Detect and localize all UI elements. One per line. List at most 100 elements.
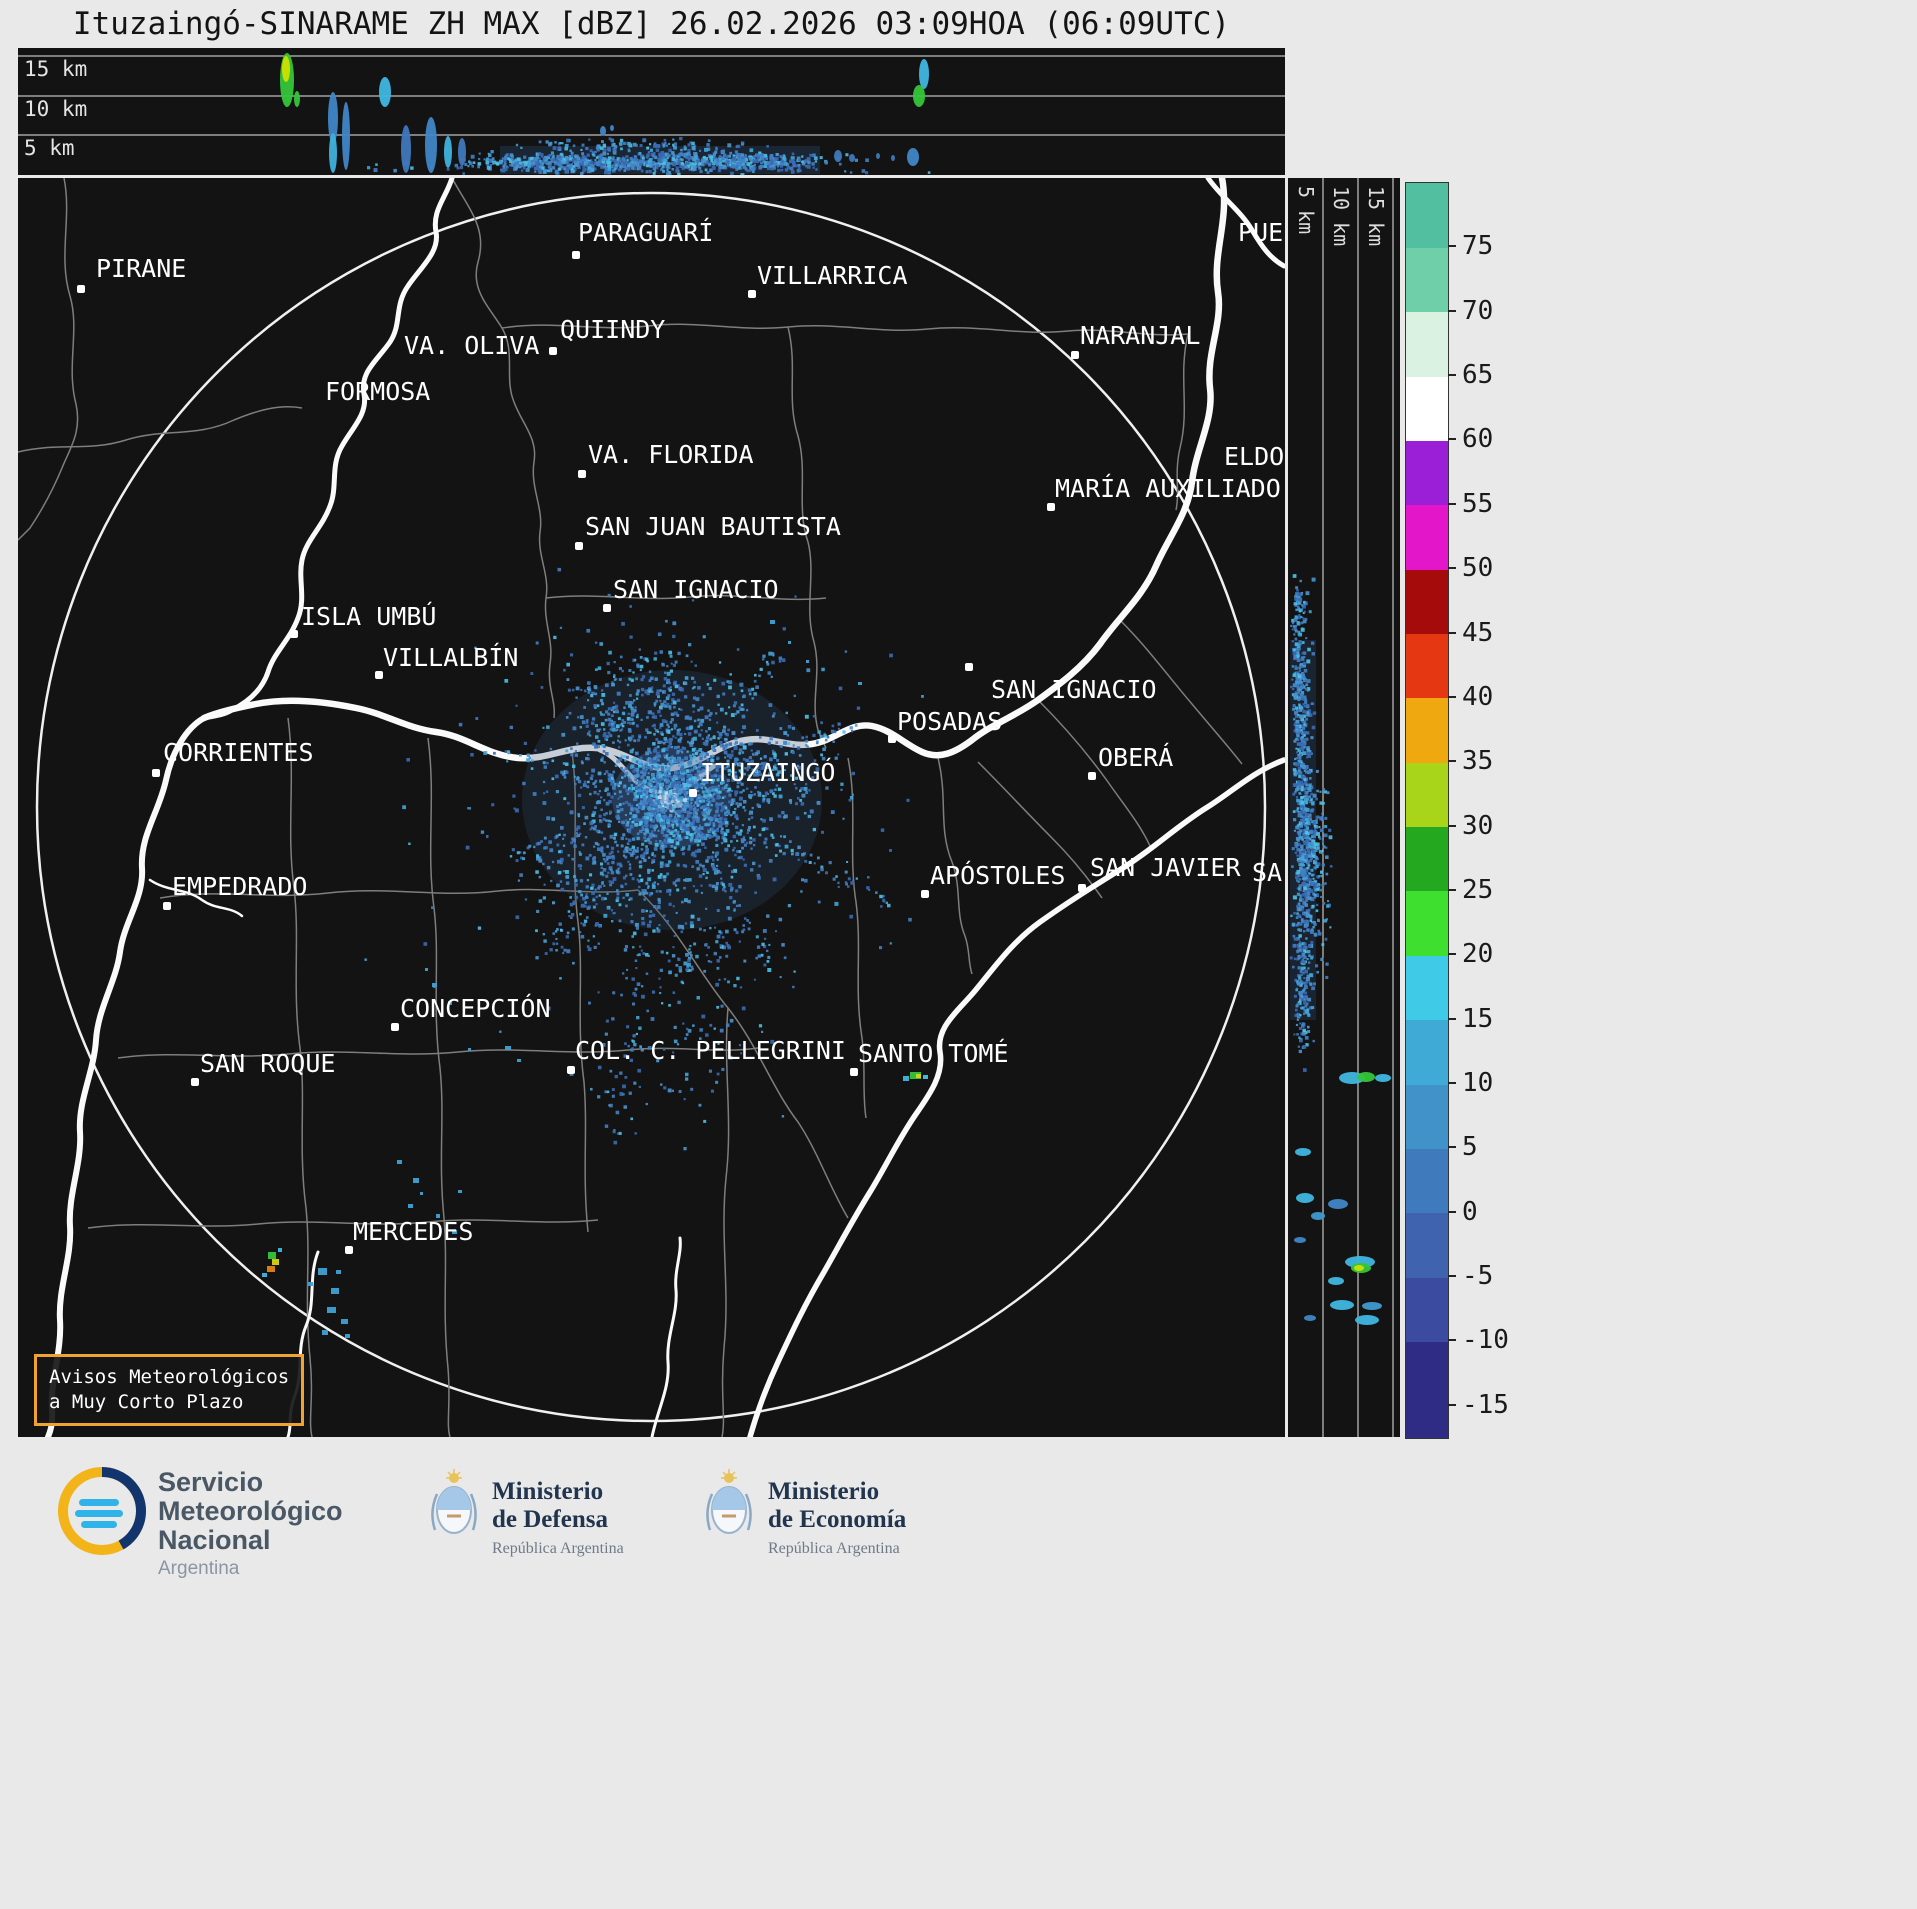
- city-marker: [163, 902, 171, 910]
- ew-cross-section-plot: [18, 53, 1285, 175]
- city-labels-layer: PIRANE PARAGUARÍ VILLARRICA QUIINDY VA. OLIV…: [18, 178, 1285, 1437]
- city-marker: [748, 290, 756, 298]
- colorbar-block: [1406, 1341, 1448, 1407]
- altitude-label-15km: 15 km: [24, 57, 88, 81]
- colorbar-block: [1406, 247, 1448, 313]
- economia-wordmark: Ministerio de Economía República Argenti…: [768, 1478, 906, 1558]
- colorbar-block: [1406, 1277, 1448, 1342]
- city-marker: [575, 542, 583, 550]
- city-label: VA. FLORIDA: [588, 440, 754, 469]
- ns-radar-echoes: [1289, 574, 1391, 1325]
- colorbar-tick-label: 10: [1462, 1068, 1494, 1099]
- city-marker: [345, 1246, 353, 1254]
- colorbar-tick-label: -15: [1462, 1389, 1509, 1420]
- altitude-label-5km: 5 km: [1294, 186, 1318, 235]
- altitude-label-5km: 5 km: [24, 136, 75, 160]
- colorbar-tick-label: -10: [1462, 1325, 1509, 1356]
- colorbar-tick-label: 75: [1462, 231, 1494, 262]
- colorbar-tick: [1448, 567, 1456, 570]
- city-label: VILLALBÍN: [383, 643, 519, 672]
- smn-country: Argentina: [158, 1558, 240, 1579]
- colorbar-tick: [1448, 953, 1456, 956]
- colorbar-tick: [1448, 309, 1456, 312]
- colorbar-tick-label: 0: [1462, 1196, 1478, 1227]
- city-marker: [567, 1066, 575, 1074]
- smn-wordmark: Servicio Meteorológico Nacional Argentin…: [158, 1468, 343, 1580]
- city-label: SAN JAVIER: [1090, 853, 1241, 882]
- altitude-label-10km: 10 km: [1329, 186, 1353, 247]
- city-label: ELDO: [1224, 442, 1285, 471]
- colorbar-tick-label: 15: [1462, 1003, 1494, 1034]
- altitude-label-15km: 15 km: [1364, 186, 1388, 247]
- colorbar-block: [1406, 890, 1448, 956]
- colorbar-tick-label: 55: [1462, 488, 1494, 519]
- city-label: VILLARRICA: [757, 261, 908, 290]
- city-label: CONCEPCIÓN: [400, 994, 551, 1023]
- colorbar-tick-label: 45: [1462, 617, 1494, 648]
- economia-line1: Ministerio: [768, 1478, 880, 1505]
- colorbar-block: [1406, 762, 1448, 828]
- defensa-line2: de Defensa: [492, 1506, 608, 1533]
- city-label: APÓSTOLES: [930, 861, 1066, 890]
- colorbar-tick: [1448, 502, 1456, 505]
- colorbar-tick-label: -5: [1462, 1261, 1494, 1292]
- colorbar-tick: [1448, 1403, 1456, 1406]
- colorbar-tick: [1448, 1339, 1456, 1342]
- city-marker: [391, 1023, 399, 1031]
- admin-borders: [18, 178, 1243, 1437]
- colorbar-tick-label: 70: [1462, 295, 1494, 326]
- colorbar-block: [1406, 1212, 1448, 1278]
- city-label: SAN IGNACIO: [991, 675, 1157, 704]
- colorbar-tick: [1448, 1210, 1456, 1213]
- colorbar-tick-label: 60: [1462, 424, 1494, 455]
- radar-map-panel: PIRANE PARAGUARÍ VILLARRICA QUIINDY VA. OLIV…: [18, 178, 1285, 1437]
- coat-of-arms-icon: [431, 1469, 477, 1534]
- defensa-sub: República Argentina: [492, 1540, 624, 1557]
- city-marker: [921, 890, 929, 898]
- city-marker: [572, 251, 580, 259]
- city-marker: [549, 347, 557, 355]
- colorbar-tick: [1448, 760, 1456, 763]
- altitude-gridlines: [1322, 178, 1394, 1437]
- colorbar-tick: [1448, 1146, 1456, 1149]
- city-label: EMPEDRADO: [172, 872, 308, 901]
- city-label: SAN ROQUE: [200, 1049, 336, 1078]
- city-marker: [191, 1078, 199, 1086]
- city-marker: [375, 671, 383, 679]
- economia-logo: [700, 1466, 758, 1540]
- colorbar-tick-label: 65: [1462, 360, 1494, 391]
- city-label: PUE: [1238, 218, 1284, 247]
- smn-name-line1: Servicio: [158, 1467, 264, 1497]
- colorbar-block: [1406, 826, 1448, 892]
- colorbar-tick: [1448, 695, 1456, 698]
- colorbar-tick-label: 20: [1462, 939, 1494, 970]
- city-marker: [290, 630, 298, 638]
- city-label: ISLA UMBÚ: [301, 602, 437, 631]
- colorbar-tick: [1448, 631, 1456, 634]
- altitude-gridlines: [18, 55, 1285, 136]
- city-marker: [888, 735, 896, 743]
- city-marker: [1047, 503, 1055, 511]
- colorbar-block: [1406, 376, 1448, 441]
- city-label: FORMOSA: [325, 377, 431, 406]
- smn-logo-icon: [58, 1467, 147, 1555]
- city-label: PARAGUARÍ: [578, 218, 714, 247]
- ew-radar-echoes: [280, 53, 931, 175]
- defensa-logo: [425, 1466, 483, 1540]
- city-label: ITUZAINGÓ: [700, 758, 836, 787]
- city-marker: [578, 470, 586, 478]
- colorbar-block: [1406, 440, 1448, 506]
- colorbar-tick: [1448, 888, 1456, 891]
- city-marker: [689, 789, 697, 797]
- colorbar-tick: [1448, 374, 1456, 377]
- ns-cross-section-panel: 5 km 10 km 15 km: [1288, 178, 1400, 1437]
- colorbar-tick: [1448, 1275, 1456, 1278]
- city-label: VA. OLIVA: [404, 331, 540, 360]
- colorbar-block: [1406, 1148, 1448, 1214]
- defensa-line1: Ministerio: [492, 1478, 604, 1505]
- economia-line2: de Economía: [768, 1506, 907, 1533]
- city-label: CORRIENTES: [163, 738, 314, 767]
- city-label: POSADAS: [897, 707, 1003, 736]
- economia-sub: República Argentina: [768, 1540, 900, 1557]
